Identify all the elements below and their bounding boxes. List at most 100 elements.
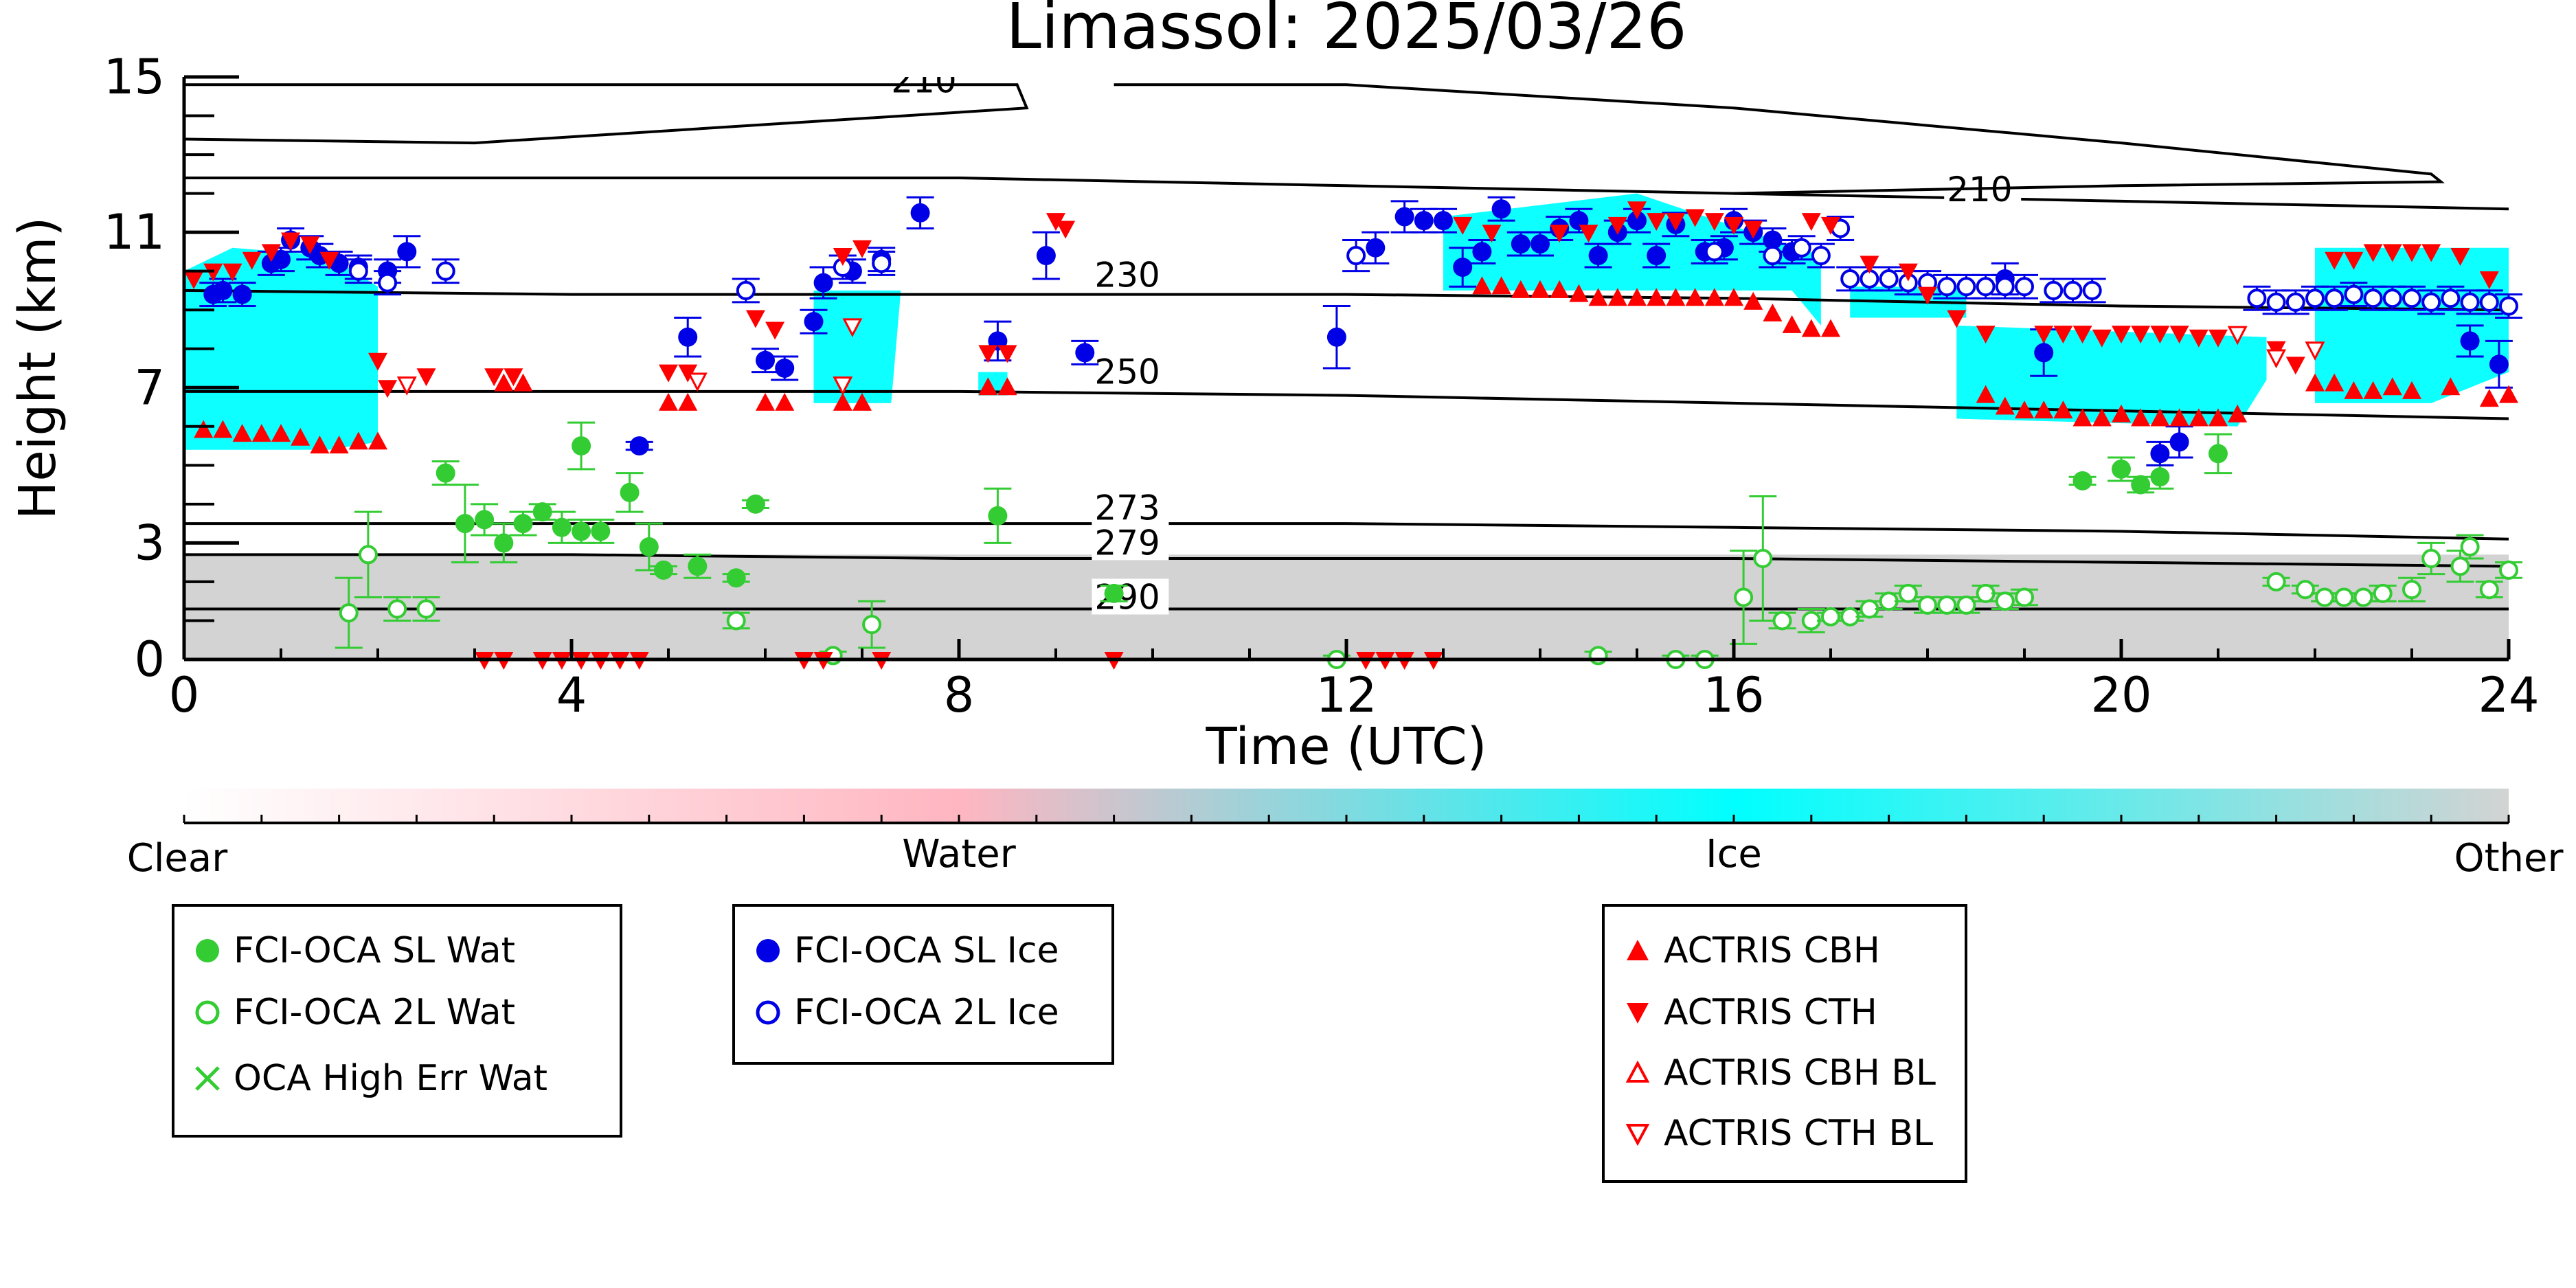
data-point — [242, 251, 262, 270]
data-point — [1414, 211, 1434, 231]
legend-label: OCA High Err Wat — [234, 1058, 547, 1099]
contour-line — [184, 553, 2509, 568]
chart-title: Limassol: 2025/03/26 — [1006, 0, 1686, 63]
data-point — [1607, 216, 1627, 235]
legend-actris: ACTRIS CBH ACTRIS CTH ACTRIS CBH BL ACTR… — [1602, 904, 1967, 1183]
data-point — [1482, 225, 1502, 243]
data-point — [455, 514, 475, 534]
y-tick-label: 7 — [134, 359, 165, 416]
data-point — [1956, 595, 1976, 615]
data-point — [504, 368, 523, 387]
data-point — [484, 368, 504, 387]
data-point — [1860, 256, 1879, 274]
data-point — [756, 350, 775, 370]
data-point — [2334, 587, 2354, 607]
data-point — [213, 420, 233, 438]
data-point — [368, 352, 387, 371]
data-point — [1724, 288, 1743, 306]
data-point — [2479, 389, 2499, 407]
data-point — [2325, 373, 2345, 392]
data-point — [251, 424, 271, 442]
series-fci-oca-sl-wat — [431, 421, 2232, 603]
legend-label: ACTRIS CBH BL — [1664, 1052, 1936, 1094]
data-point — [2189, 408, 2208, 427]
data-point — [2499, 385, 2518, 403]
data-point — [2344, 284, 2364, 304]
data-point — [2015, 277, 2034, 297]
series-actris-cbh-triangles- — [194, 276, 2518, 454]
data-point — [2305, 289, 2325, 308]
data-point — [2112, 326, 2131, 344]
colorbar-label-other: Other — [2454, 836, 2564, 881]
data-point — [872, 253, 892, 273]
data-point — [436, 261, 455, 281]
data-point — [2479, 271, 2499, 289]
data-point — [1704, 242, 1724, 262]
data-point — [572, 436, 591, 456]
data-point — [494, 533, 514, 553]
data-point — [833, 376, 853, 396]
x-tick-label: 16 — [1703, 667, 1764, 723]
data-point — [1647, 213, 1667, 231]
data-point — [2131, 408, 2151, 427]
y-tick-label: 3 — [134, 515, 165, 571]
data-point — [1394, 207, 1414, 227]
data-point — [726, 611, 746, 631]
data-point — [2112, 459, 2131, 479]
data-point — [842, 318, 863, 338]
data-point — [387, 599, 407, 619]
data-point — [1898, 583, 1918, 603]
data-point — [1075, 343, 1095, 363]
data-point — [2072, 471, 2092, 490]
data-point — [2082, 280, 2102, 300]
data-point — [988, 506, 1008, 526]
data-point — [2015, 400, 2034, 419]
data-point — [2228, 404, 2248, 422]
region-ice — [813, 290, 901, 403]
data-point — [2072, 326, 2092, 344]
colorbar-label-ice: Ice — [1706, 832, 1762, 877]
data-point — [2479, 580, 2499, 600]
y-tick-label: 0 — [134, 631, 165, 688]
data-point — [1976, 277, 1996, 297]
triangle-down-red-icon — [1621, 996, 1654, 1029]
data-point — [2053, 400, 2073, 419]
data-point — [2499, 296, 2518, 316]
x-tick-label: 24 — [2478, 667, 2539, 723]
legend-label: FCI-OCA 2L Ice — [794, 992, 1059, 1033]
data-point — [678, 327, 698, 347]
contour-label: 230 — [1094, 255, 1160, 295]
data-point — [1976, 385, 1996, 403]
data-point — [1588, 246, 1608, 266]
data-point — [397, 242, 417, 262]
data-point — [1724, 216, 1743, 235]
data-point — [494, 373, 514, 392]
region-ice — [1956, 325, 2267, 427]
x-tick-label: 20 — [2090, 667, 2151, 723]
data-point — [997, 377, 1017, 396]
data-point — [1782, 315, 1802, 333]
data-point — [1056, 221, 1076, 239]
data-point — [1995, 591, 2015, 611]
data-point — [2421, 549, 2441, 569]
legend-item-2l-wat: FCI-OCA 2L Wat — [191, 992, 515, 1033]
contour-line — [184, 289, 2509, 312]
open-circle-blue-icon — [752, 996, 784, 1029]
open-triangle-up-red-icon — [1621, 1057, 1654, 1089]
data-point — [2072, 408, 2092, 427]
data-point — [978, 345, 998, 363]
x-green-icon — [191, 1062, 224, 1095]
data-point — [1685, 209, 1705, 227]
legend-item-cth-bl: ACTRIS CTH BL — [1621, 1113, 1933, 1154]
data-point — [852, 392, 872, 411]
filled-circle-blue-icon — [752, 934, 784, 967]
data-point — [745, 494, 765, 514]
data-point — [1685, 288, 1705, 306]
data-point — [1607, 288, 1627, 306]
contour-label: 250 — [1094, 352, 1160, 392]
data-point — [2441, 377, 2461, 396]
triangle-up-red-icon — [1621, 934, 1654, 967]
legend-water: FCI-OCA SL Wat FCI-OCA 2L Wat OCA High E… — [172, 904, 622, 1138]
x-axis-label: Time (UTC) — [1205, 717, 1487, 776]
data-point — [653, 560, 673, 580]
